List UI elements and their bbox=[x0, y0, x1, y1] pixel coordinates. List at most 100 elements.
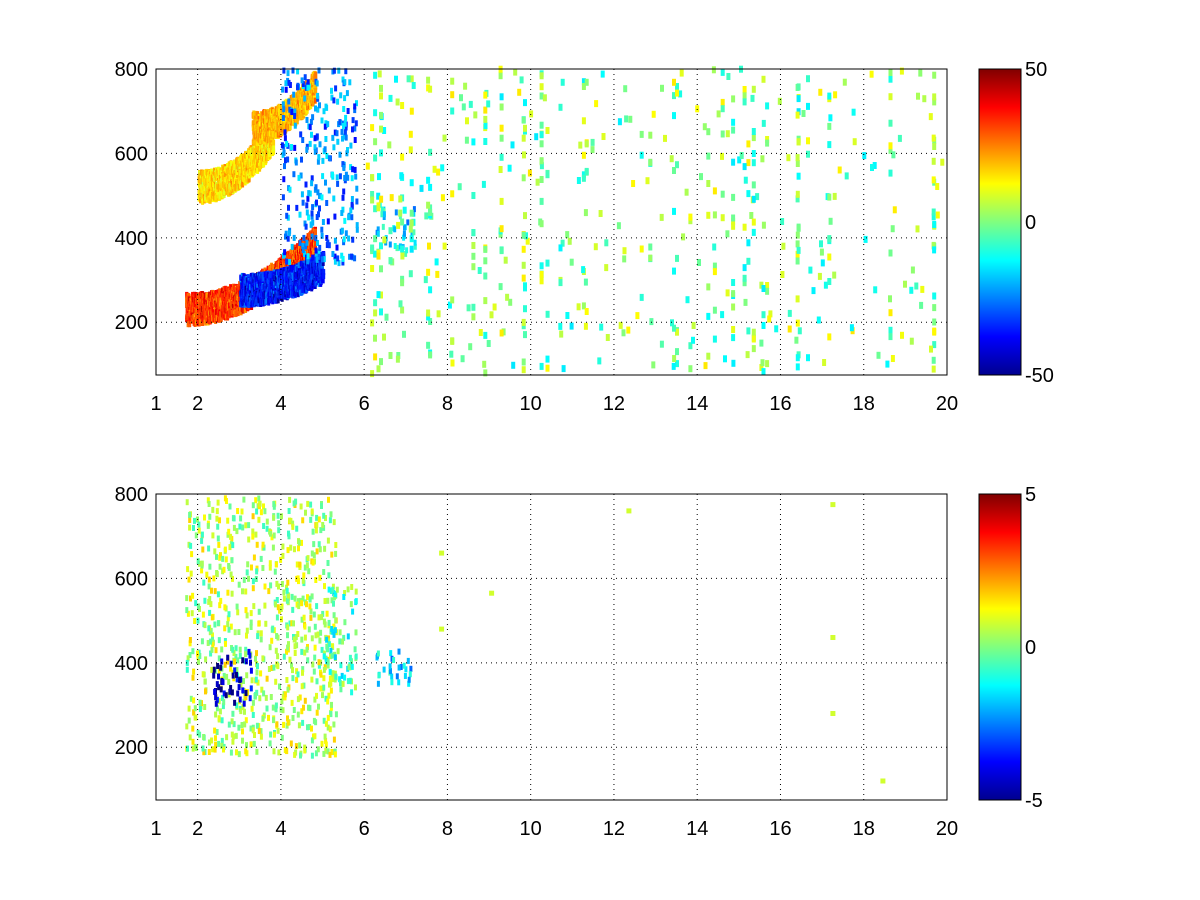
heatmap-cell bbox=[761, 285, 766, 292]
heatmap-cell bbox=[837, 166, 842, 174]
heatmap-cell bbox=[310, 213, 314, 220]
heatmap-cell bbox=[888, 119, 893, 127]
heatmap-cell bbox=[393, 226, 397, 233]
heatmap-cell bbox=[932, 318, 937, 326]
heatmap-cell bbox=[428, 183, 433, 191]
heatmap-cell bbox=[282, 106, 286, 113]
heatmap-cell bbox=[712, 335, 717, 343]
heatmap-cell bbox=[224, 285, 228, 292]
heatmap-cell bbox=[672, 78, 676, 86]
heatmap-cell bbox=[320, 232, 324, 239]
heatmap-cell bbox=[310, 210, 314, 217]
heatmap-cell bbox=[751, 345, 756, 353]
heatmap-cell bbox=[269, 296, 273, 303]
heatmap-cell bbox=[299, 131, 303, 138]
heatmap-cell bbox=[285, 140, 289, 147]
heatmap-cell bbox=[296, 291, 300, 298]
heatmap-cell bbox=[284, 157, 287, 164]
heatmap-cell bbox=[373, 154, 378, 162]
heatmap-cell bbox=[691, 336, 695, 344]
heatmap-cell bbox=[712, 187, 717, 195]
heatmap-cell bbox=[751, 328, 756, 336]
heatmap-cell bbox=[343, 175, 347, 181]
heatmap-cell bbox=[396, 352, 401, 359]
heatmap-cell bbox=[272, 145, 276, 152]
heatmap-cell bbox=[316, 106, 320, 113]
heatmap-cell bbox=[539, 121, 544, 129]
heatmap-cell bbox=[313, 97, 317, 104]
heatmap-cell bbox=[932, 341, 937, 349]
heatmap-cell bbox=[751, 128, 756, 135]
heatmap-cell bbox=[524, 232, 528, 240]
heatmap-cell bbox=[306, 253, 310, 260]
heatmap-cell bbox=[331, 134, 335, 141]
heatmap-cell bbox=[251, 120, 255, 127]
heatmap-cell bbox=[290, 144, 293, 150]
heatmap-cell bbox=[576, 303, 581, 311]
heatmap-cell bbox=[317, 248, 321, 255]
heatmap-cell bbox=[560, 78, 565, 86]
heatmap-cell bbox=[507, 164, 512, 172]
heatmap-cell bbox=[922, 95, 927, 103]
heatmap-cell bbox=[605, 334, 610, 341]
heatmap-cell bbox=[535, 178, 540, 186]
heatmap-cell bbox=[436, 168, 441, 176]
heatmap-cell bbox=[188, 321, 192, 328]
heatmap-cell bbox=[314, 241, 317, 248]
heatmap-cell bbox=[299, 260, 303, 267]
heatmap-cell bbox=[712, 268, 717, 276]
heatmap-cell bbox=[935, 183, 940, 190]
heatmap-cell bbox=[931, 208, 936, 216]
heatmap-cell bbox=[697, 259, 701, 266]
heatmap-cell bbox=[305, 209, 309, 216]
heatmap-cell bbox=[720, 214, 725, 222]
heatmap-cell bbox=[377, 173, 381, 181]
heatmap-cell bbox=[731, 303, 736, 311]
heatmap-cell bbox=[795, 240, 800, 248]
heatmap-cell bbox=[316, 240, 319, 246]
heatmap-cell bbox=[731, 126, 736, 134]
heatmap-cell bbox=[794, 336, 799, 344]
heatmap-cell bbox=[545, 355, 550, 363]
heatmap-cell bbox=[314, 250, 318, 257]
heatmap-cell bbox=[863, 235, 868, 243]
heatmap-cell bbox=[918, 69, 923, 77]
heatmap-cell bbox=[280, 129, 284, 136]
heatmap-cell bbox=[314, 71, 318, 78]
heatmap-cell bbox=[346, 174, 350, 181]
heatmap-cell bbox=[318, 205, 321, 212]
heatmap-cell bbox=[350, 175, 354, 182]
heatmap-cell bbox=[283, 249, 287, 256]
heatmap-cell bbox=[398, 209, 403, 217]
heatmap-cell bbox=[290, 109, 294, 115]
heatmap-cell bbox=[350, 214, 354, 221]
heatmap-cell bbox=[305, 239, 309, 246]
heatmap-cell bbox=[343, 79, 347, 86]
heatmap-cell bbox=[208, 305, 212, 312]
heatmap-cell bbox=[373, 250, 378, 258]
heatmap-cell bbox=[523, 99, 527, 107]
heatmap-cell bbox=[765, 136, 770, 143]
heatmap-cell bbox=[330, 94, 334, 101]
heatmap-cell bbox=[335, 244, 339, 251]
heatmap-cell bbox=[765, 360, 770, 368]
heatmap-cell bbox=[342, 133, 346, 140]
heatmap-cell bbox=[743, 176, 748, 184]
heatmap-cell bbox=[307, 214, 311, 221]
heatmap-cell bbox=[341, 206, 345, 213]
heatmap-cell bbox=[539, 157, 544, 165]
heatmap-cell bbox=[915, 225, 920, 233]
heatmap-cell bbox=[287, 230, 291, 237]
heatmap-cell bbox=[888, 326, 893, 334]
heatmap-cell bbox=[313, 144, 317, 151]
heatmap-cell bbox=[899, 67, 904, 75]
heatmap-cell bbox=[742, 98, 747, 106]
heatmap-cell bbox=[598, 210, 603, 217]
heatmap-cell bbox=[353, 103, 357, 110]
heatmap-cell bbox=[322, 273, 326, 279]
heatmap-cell bbox=[545, 127, 550, 134]
heatmap-cell bbox=[827, 193, 832, 201]
heatmap-cell bbox=[301, 242, 305, 249]
heatmap-cell bbox=[353, 137, 357, 143]
heatmap-cell bbox=[311, 254, 315, 261]
